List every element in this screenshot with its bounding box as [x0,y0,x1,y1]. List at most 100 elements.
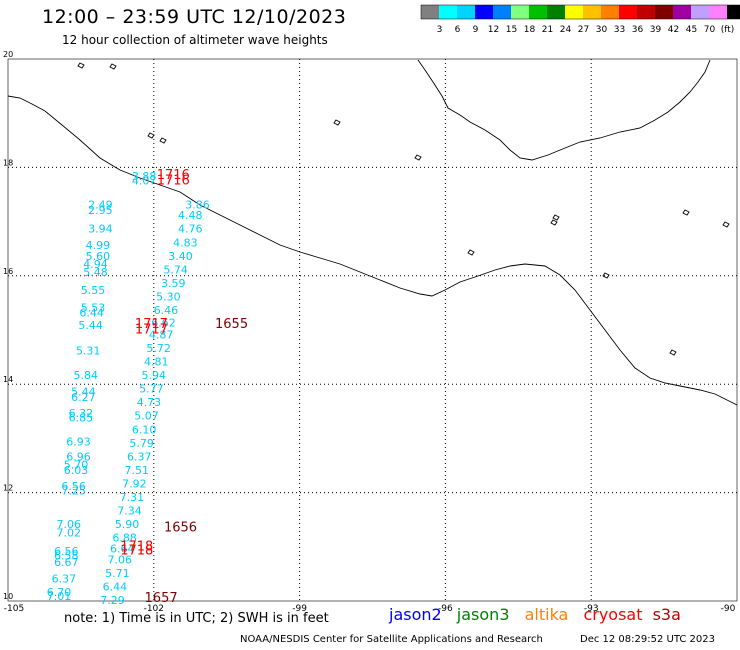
y-tick-label: 10 [3,592,13,601]
colorbar-label: 12 [488,25,499,35]
jason2-wave-height-label: 6.03 [64,464,89,477]
jason2-wave-height-label: 5.70 [64,459,89,472]
colorbar-label: 70 [704,25,716,35]
jason2-wave-height-label: 5.55 [81,284,106,297]
jason2-wave-height-label: 6.27 [71,391,96,404]
jason2-wave-height-label: 7.01 [47,590,72,603]
coastline-island [550,219,558,226]
colorbar-swatch [475,5,493,19]
colorbar-swatch [709,5,727,19]
coastline-island [602,272,610,279]
jason2-wave-height-label: 5.94 [142,369,167,382]
colorbar-unit: (ft) [721,25,735,35]
colorbar-swatch [439,5,457,19]
colorbar-label: 9 [473,25,479,35]
x-tick-label: -105 [4,604,24,614]
cryosat-wave-height-label: 1716 [157,168,190,183]
coastline-island [109,63,117,70]
legend-item-cryosat: cryosat [583,605,643,624]
jason2-wave-height-label: 7.51 [125,464,150,477]
jason2-wave-height-label: 6.37 [127,450,152,463]
jason2-wave-height-label: 6.58 [54,550,79,563]
jason2-wave-height-label: 4.73 [137,396,162,409]
jason2-wave-height-label: 7.02 [57,526,82,539]
legend-item-s3a: s3a [652,605,681,624]
coastline-island [159,137,167,144]
legend-item-altika: altika [524,605,569,624]
jason2-wave-height-label: 4.99 [86,239,111,252]
jason2-wave-height-label: 6.56 [61,480,86,493]
jason2-wave-height-label: 4.48 [178,209,203,222]
colorbar-label: 42 [668,25,679,35]
jason2-wave-height-label: 6.46 [154,304,179,317]
tick-labels: -105 -102 -99 -96 -93 -90 10 12 14 16 18 20 [3,50,736,614]
coastline-island [414,154,422,161]
jason2-wave-height-label: 6.10 [132,423,157,436]
x-tick-label: -96 [438,604,453,614]
jason2-wave-height-label: 6.32 [69,407,94,420]
jason2-wave-height-label: 5.84 [74,369,99,382]
timestamp: Dec 12 08:29:52 UTC 2023 [580,634,715,645]
jason2-wave-height-label: 4.83 [173,236,198,249]
jason2-wave-height-label: 2.49 [88,198,113,211]
jason2-wave-height-label: 5.44 [71,385,96,398]
cryosat-wave-height-label: 1718 [120,544,153,559]
jason2-wave-height-label: 2.95 [88,204,113,217]
coastline-gulf [417,59,711,161]
cryosat-wave-height-label: 1718 [120,539,153,554]
jason2-wave-height-label: 4.07 [132,174,157,187]
x-tick-label: -90 [721,604,736,614]
jason2-wave-height-label: 5.60 [86,250,111,263]
jason2-wave-height-label: 4.94 [83,258,108,271]
y-tick-label: 16 [3,267,13,276]
colorbar-swatch [601,5,619,19]
jason2-wave-height-label: 7.34 [117,505,142,518]
jason2-wave-height-label: 6.70 [47,586,72,599]
legend-item-jason3: jason3 [456,605,510,624]
colorbar-swatch [547,5,565,19]
colorbar-label: 39 [650,25,662,35]
satellite-legend: jason2 jason3 altika cryosat s3a [389,605,691,624]
colorbar-label: 36 [632,25,644,35]
jason2-wave-height-label: 7.29 [100,594,125,607]
colorbar-swatch [673,5,691,19]
y-tick-label: 12 [3,484,13,493]
jason2-wave-height-label: 6.93 [66,436,91,449]
coastline-mainland [7,95,738,406]
x-tick-label: -102 [144,604,164,614]
colorbar-swatch [529,5,547,19]
colorbar-swatch [565,5,583,19]
colorbar-border [420,4,740,20]
jason2-wave-height-label: 6.67 [54,556,79,569]
y-tick-label: 14 [3,375,13,384]
colorbar-label: 30 [596,25,608,35]
jason2-wave-height-label: 5.31 [76,345,101,358]
jason2-wave-height-label: 7.06 [57,518,82,531]
jason2-wave-height-label: 6.96 [66,450,91,463]
jason2-wave-height-label: 7.31 [120,491,145,504]
colorbar-label: 24 [560,25,572,35]
colorbar-label: 45 [686,25,697,35]
jason2-wave-height-label: 6.88 [112,532,137,545]
colorbar-swatch [583,5,601,19]
colorbar-label: 15 [506,25,517,35]
colorbar-swatch [421,5,439,19]
jason2-wave-height-label: 5.44 [78,319,103,332]
jason2-wave-height-label: 6.44 [103,580,128,593]
page-title: 12:00 – 23:59 UTC 12/10/2023 [42,6,347,28]
colorbar-label: 6 [455,25,461,35]
y-tick-label: 20 [3,50,13,59]
colorbar-swatch [637,5,655,19]
coastline-island [467,249,475,256]
plot-border [7,58,738,602]
coastline-island [722,221,730,228]
legend-item-jason2: jason2 [389,605,442,624]
colorbar-swatch [691,5,709,19]
jason2-wave-height-label: 5.71 [105,567,130,580]
x-tick-label: -93 [584,604,599,614]
credit-line: NOAA/NESDIS Center for Satellite Applica… [240,634,543,645]
colorbar-swatch [511,5,529,19]
coastline-island [147,132,155,139]
jason2-wave-height-label: 5.07 [134,410,159,423]
jason2-wave-height-label: 6.64 [110,543,135,556]
